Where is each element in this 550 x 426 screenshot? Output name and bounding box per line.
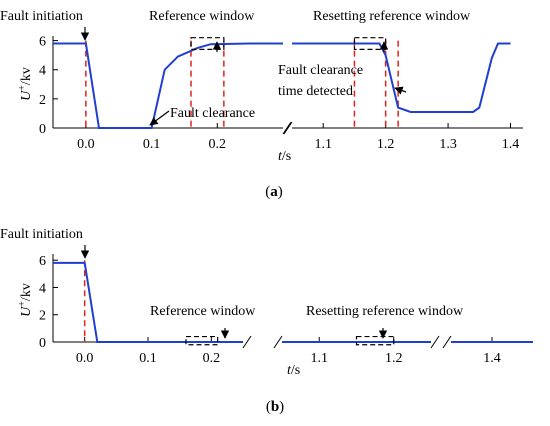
chart-a-annotation: Fault clearance (170, 106, 255, 121)
chart-a-axis-break-mark (282, 121, 292, 135)
chart-a-x-tick-label: 1.3 (439, 137, 457, 152)
chart-b-window-box (185, 335, 219, 346)
chart-a-x-tick-label: 0.0 (77, 137, 95, 152)
chart-a-window-box (190, 37, 225, 50)
chart-a-annotation: Fault clearance (278, 63, 363, 78)
chart-a-caption: (a) (265, 184, 283, 200)
chart-a-x-tick-label: 0.2 (209, 137, 227, 152)
chart-b-window-box (355, 335, 395, 346)
chart-b-series-line (53, 261, 243, 343)
chart-b-y-tick-label: 2 (39, 309, 46, 324)
chart-b-x-tick-label: 0.2 (203, 351, 221, 366)
chart-b-x-axis-label: t/s (287, 363, 300, 378)
chart-a-y-axis-label: U+/kv (17, 67, 35, 101)
chart-b-x-tick-label: 1.2 (385, 351, 403, 366)
chart-a-annotation-arrow (149, 110, 170, 126)
chart-a-annotation: Fault initiation (0, 9, 83, 24)
chart-b-x-tick-label: 0.1 (139, 351, 157, 366)
chart-a-x-tick-label: 1.4 (502, 137, 520, 152)
chart-b-x-tick-label: 1.1 (311, 351, 329, 366)
chart-b-y-axis-label: U+/kv (17, 283, 35, 317)
chart-b-y-tick-label: 0 (39, 336, 46, 351)
chart-b-annotation: Reference window (150, 304, 256, 319)
chart-a-x-axis-label: t/s (278, 149, 291, 164)
chart-a-y-tick-label: 2 (39, 93, 46, 108)
chart-a-series-line (53, 42, 283, 129)
chart-a-y-tick-label: 0 (39, 122, 46, 137)
chart-b: 0 2 4 6 0.0 0.1 0.2 1.1 1.2 1.4 U+/kv t/s Fault init… (0, 227, 533, 415)
chart-a-annotation-arrow (394, 86, 407, 95)
chart-a: 0 2 4 6 0.0 0.1 0.2 1.1 1.2 1.3 1.4 U+/kv t/s Fault i… (0, 9, 523, 200)
chart-a-y-tick-label: 4 (39, 64, 46, 79)
chart-b-axis-break-mark (242, 335, 252, 349)
chart-b-y-tick-label: 6 (39, 254, 46, 269)
chart-b-y-tick-label: 4 (39, 281, 46, 296)
chart-a-window-box (353, 37, 387, 50)
chart-b-axis-break-mark (273, 335, 283, 349)
chart-b-axis-break-mark (430, 335, 440, 349)
chart-a-annotation: Reference window (149, 9, 255, 24)
chart-a-x-tick-label: 0.1 (143, 137, 161, 152)
chart-b-annotation: Fault initiation (0, 227, 83, 242)
chart-b-x-tick-label: 0.0 (76, 351, 94, 366)
chart-a-x-tick-label: 1.1 (314, 137, 332, 152)
chart-b-annotation: Resetting reference window (306, 304, 464, 319)
chart-b-caption: (b) (266, 399, 284, 415)
chart-a-x-tick-label: 1.2 (377, 137, 395, 152)
chart-a-annotation: time detected (278, 84, 353, 99)
chart-a-axis-break-mark (283, 121, 293, 135)
chart-a-y-tick-label: 6 (39, 35, 46, 50)
chart-a-annotation: Resetting reference window (313, 9, 471, 24)
chart-b-x-tick-label: 1.4 (483, 351, 501, 366)
chart-b-axis-break-mark (442, 335, 452, 349)
